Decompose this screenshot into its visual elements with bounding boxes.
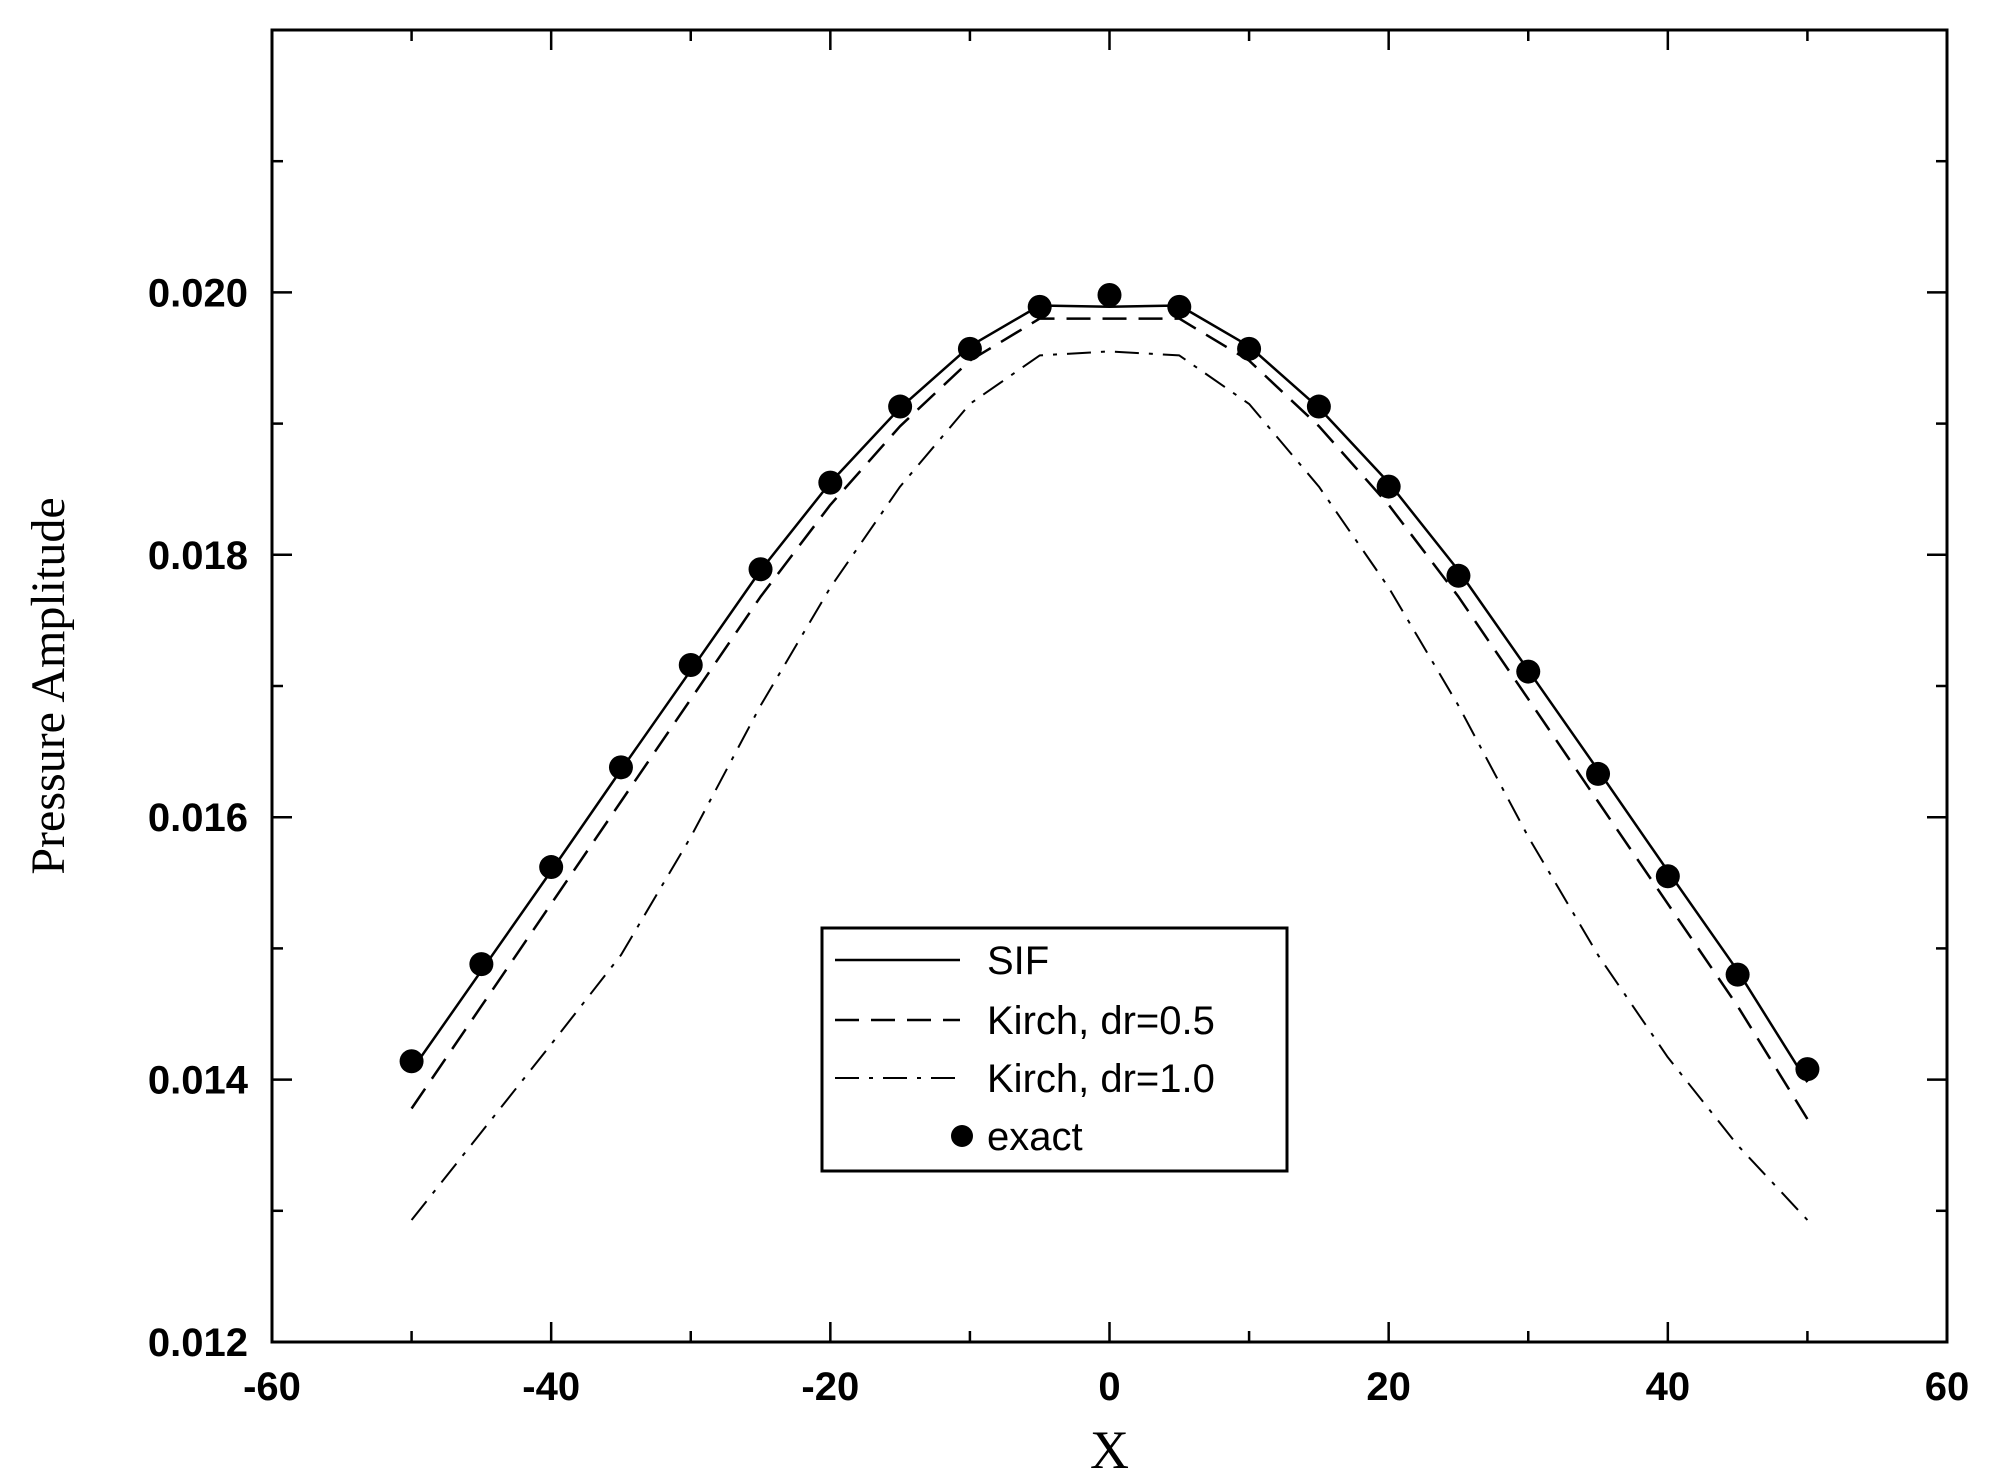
axis-ticks xyxy=(270,28,1949,1344)
x-tick-label: -40 xyxy=(522,1365,580,1409)
legend-label-kirch-05: Kirch, dr=0.5 xyxy=(987,999,1215,1043)
exact-point xyxy=(1306,394,1331,419)
exact-point xyxy=(1167,294,1192,319)
series-line-1 xyxy=(410,317,1809,1120)
y-axis-label: Pressure Amplitude xyxy=(22,497,75,874)
exact-point xyxy=(1237,336,1262,361)
x-tick-label: -20 xyxy=(801,1365,859,1409)
y-tick-label: 0.014 xyxy=(148,1059,249,1103)
exact-point xyxy=(1097,283,1122,308)
exact-point xyxy=(748,557,773,582)
exact-point xyxy=(399,1049,424,1074)
legend: SIF Kirch, dr=0.5 Kirch, dr=1.0 exact xyxy=(820,926,1289,1173)
exact-point xyxy=(1027,294,1052,319)
x-tick-label: 40 xyxy=(1646,1365,1691,1409)
y-tick-label: 0.020 xyxy=(148,271,248,315)
exact-point xyxy=(469,952,494,977)
x-tick-label: 20 xyxy=(1366,1365,1411,1409)
exact-point xyxy=(539,855,564,880)
exact-point xyxy=(888,394,913,419)
exact-point xyxy=(1725,962,1750,987)
exact-point xyxy=(1376,474,1401,499)
x-tick-label: -60 xyxy=(243,1365,301,1409)
legend-label-kirch-10: Kirch, dr=1.0 xyxy=(987,1057,1215,1101)
axis-tick-labels: -60 -40 -20 0 20 40 60 0.012 0.014 0.016 0.018 0.02… xyxy=(148,271,1969,1409)
exact-point xyxy=(1795,1057,1820,1082)
y-tick-label: 0.018 xyxy=(148,534,248,578)
x-tick-label: 0 xyxy=(1098,1365,1120,1409)
exact-point xyxy=(1446,563,1471,588)
exact-point xyxy=(818,470,843,495)
legend-label-exact: exact xyxy=(987,1115,1083,1159)
y-tick-label: 0.016 xyxy=(148,796,248,840)
exact-point xyxy=(608,755,633,780)
legend-label-sif: SIF xyxy=(987,939,1049,983)
y-tick-label: 0.012 xyxy=(148,1321,248,1365)
legend-marker-exact xyxy=(951,1125,973,1147)
exact-point xyxy=(957,336,982,361)
series-line-2 xyxy=(410,350,1809,1221)
x-tick-label: 60 xyxy=(1925,1365,1970,1409)
exact-point xyxy=(1655,864,1680,889)
exact-point xyxy=(678,653,703,678)
marker-layer xyxy=(399,283,1820,1082)
exact-point xyxy=(1516,659,1541,684)
legend-box xyxy=(820,926,1289,1173)
exact-point xyxy=(1586,761,1611,786)
x-axis-label: X xyxy=(1090,1420,1129,1480)
